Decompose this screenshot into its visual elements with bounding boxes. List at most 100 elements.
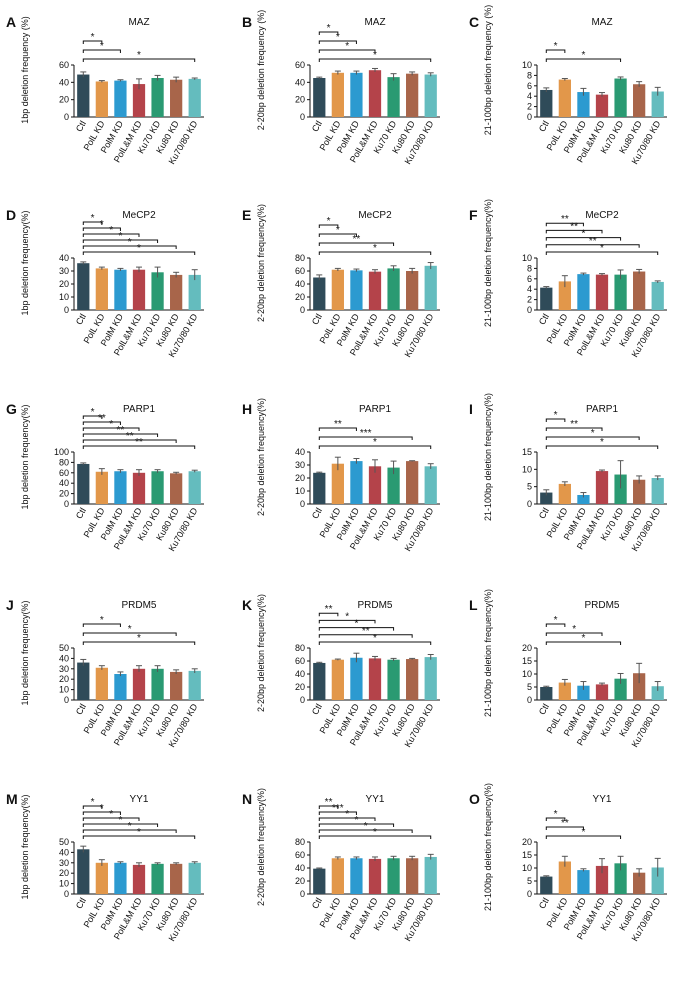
y-tick-label: 10 <box>59 292 69 302</box>
bar <box>577 92 590 117</box>
y-tick-label: 40 <box>59 478 69 488</box>
y-tick-label: 6 <box>527 81 532 91</box>
significance-label: * <box>118 231 122 242</box>
significance-bracket <box>82 251 196 255</box>
panel-letter: O <box>469 791 480 807</box>
bar <box>651 867 664 894</box>
bar <box>114 80 127 117</box>
bar <box>170 671 183 700</box>
y-tick-label: 4 <box>527 284 532 294</box>
bar <box>77 74 90 117</box>
y-tick-label: 60 <box>295 850 305 860</box>
bar <box>387 858 400 894</box>
bar <box>633 271 646 310</box>
bar <box>424 657 437 700</box>
significance-bracket <box>318 811 357 815</box>
y-tick-label: 20 <box>295 95 305 105</box>
bar <box>350 657 363 700</box>
bar <box>350 858 363 894</box>
bar <box>558 682 571 700</box>
bar <box>424 74 437 117</box>
bar <box>151 78 164 117</box>
significance-bracket <box>318 31 339 35</box>
significance-bracket <box>318 817 376 821</box>
significance-label: *** <box>332 803 344 814</box>
y-axis-label: 21-100bp deletion frequency(%) <box>483 393 493 521</box>
panel-letter: B <box>242 14 252 30</box>
bar <box>540 687 553 700</box>
significance-bracket <box>318 40 357 44</box>
significance-bracket <box>82 227 121 231</box>
bar <box>95 862 108 894</box>
significance-bracket <box>82 811 121 815</box>
significance-label: * <box>128 821 132 832</box>
significance-bracket <box>545 623 566 627</box>
significance-label: * <box>581 229 585 240</box>
bar <box>188 471 201 504</box>
significance-bracket <box>318 829 413 833</box>
significance-label: * <box>137 633 141 644</box>
y-tick-label: 8 <box>527 263 532 273</box>
bar <box>313 277 326 310</box>
significance-bracket <box>545 418 566 422</box>
significance-label: ** <box>561 214 569 225</box>
y-tick-label: 10 <box>522 863 532 873</box>
bar <box>558 861 571 894</box>
significance-label: * <box>137 827 141 838</box>
bar <box>406 858 419 894</box>
significance-label: ** <box>570 419 578 430</box>
y-tick-label: 20 <box>59 279 69 289</box>
bar <box>151 668 164 700</box>
y-tick-label: 20 <box>295 876 305 886</box>
y-tick-label: 40 <box>59 847 69 857</box>
significance-bracket <box>82 49 121 53</box>
chart-title: PARP1 <box>359 404 391 415</box>
y-tick-label: 4 <box>527 91 532 101</box>
x-tick-label: Ctl <box>310 702 324 717</box>
y-tick-label: 0 <box>300 695 305 705</box>
chart-title: PARP1 <box>123 404 155 415</box>
significance-bracket <box>318 634 413 638</box>
y-tick-label: 60 <box>59 60 69 70</box>
y-tick-label: 10 <box>59 879 69 889</box>
y-tick-label: 40 <box>59 77 69 87</box>
panel-C: C MAZ 21-100bp deletion frequency (%) 02468… <box>469 5 667 166</box>
significance-label: ** <box>325 797 333 808</box>
y-tick-label: 2 <box>527 295 532 305</box>
y-axis-label: 21-100bp deletion frequency(%) <box>483 783 493 911</box>
bar <box>114 862 127 894</box>
significance-bracket <box>318 251 432 255</box>
bar <box>614 78 627 117</box>
significance-label: * <box>581 827 585 838</box>
bar <box>651 686 664 700</box>
bar <box>614 474 627 504</box>
significance-label: * <box>100 219 104 230</box>
bar <box>614 863 627 894</box>
significance-label: ** <box>353 234 361 245</box>
bar <box>188 862 201 894</box>
y-tick-label: 80 <box>295 253 305 263</box>
bar <box>77 662 90 700</box>
significance-bracket <box>545 58 622 62</box>
bar <box>595 471 609 504</box>
significance-bracket <box>318 612 339 617</box>
significance-bracket <box>82 445 196 449</box>
bar <box>540 89 553 117</box>
panel-letter: N <box>242 791 252 807</box>
significance-bracket <box>82 233 140 237</box>
bar <box>651 281 664 310</box>
significance-bracket <box>318 242 395 246</box>
y-tick-label: 15 <box>522 656 532 666</box>
y-tick-label: 40 <box>295 279 305 289</box>
bar <box>577 685 590 700</box>
significance-bracket <box>545 244 640 248</box>
bar <box>313 472 326 504</box>
x-tick-label: Ctl <box>537 896 551 911</box>
y-axis-label: 21-100bp deletion frequency(%) <box>483 199 493 327</box>
y-tick-label: 80 <box>295 643 305 653</box>
y-tick-label: 0 <box>300 499 305 509</box>
y-tick-label: 20 <box>59 674 69 684</box>
panel-M: M YY1 1bp deletion frequency(%) 01020304050… <box>6 791 204 943</box>
chart-title: MeCP2 <box>122 210 156 221</box>
